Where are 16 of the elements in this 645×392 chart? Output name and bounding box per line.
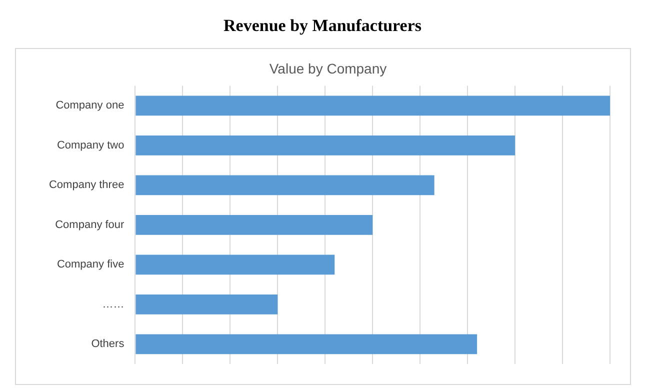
- y-tick-label: Company five: [56, 258, 124, 271]
- y-tick-label: Company four: [55, 218, 125, 231]
- bar: [136, 254, 335, 275]
- y-tick-label: Company one: [56, 100, 124, 112]
- bar: [136, 135, 516, 156]
- bar: [136, 334, 478, 354]
- y-tick-label: Company two: [56, 139, 124, 152]
- chart-title: Revenue by Manufacturers: [222, 16, 422, 36]
- bar: [136, 214, 373, 235]
- bar: [136, 96, 610, 116]
- bar: [136, 175, 434, 196]
- y-tick-label: Company three: [48, 179, 124, 192]
- y-tick-label: Others: [91, 338, 125, 350]
- chart-subtitle: Value by Company: [269, 60, 387, 76]
- bar: [136, 294, 278, 314]
- y-tick-label: ……: [102, 298, 124, 310]
